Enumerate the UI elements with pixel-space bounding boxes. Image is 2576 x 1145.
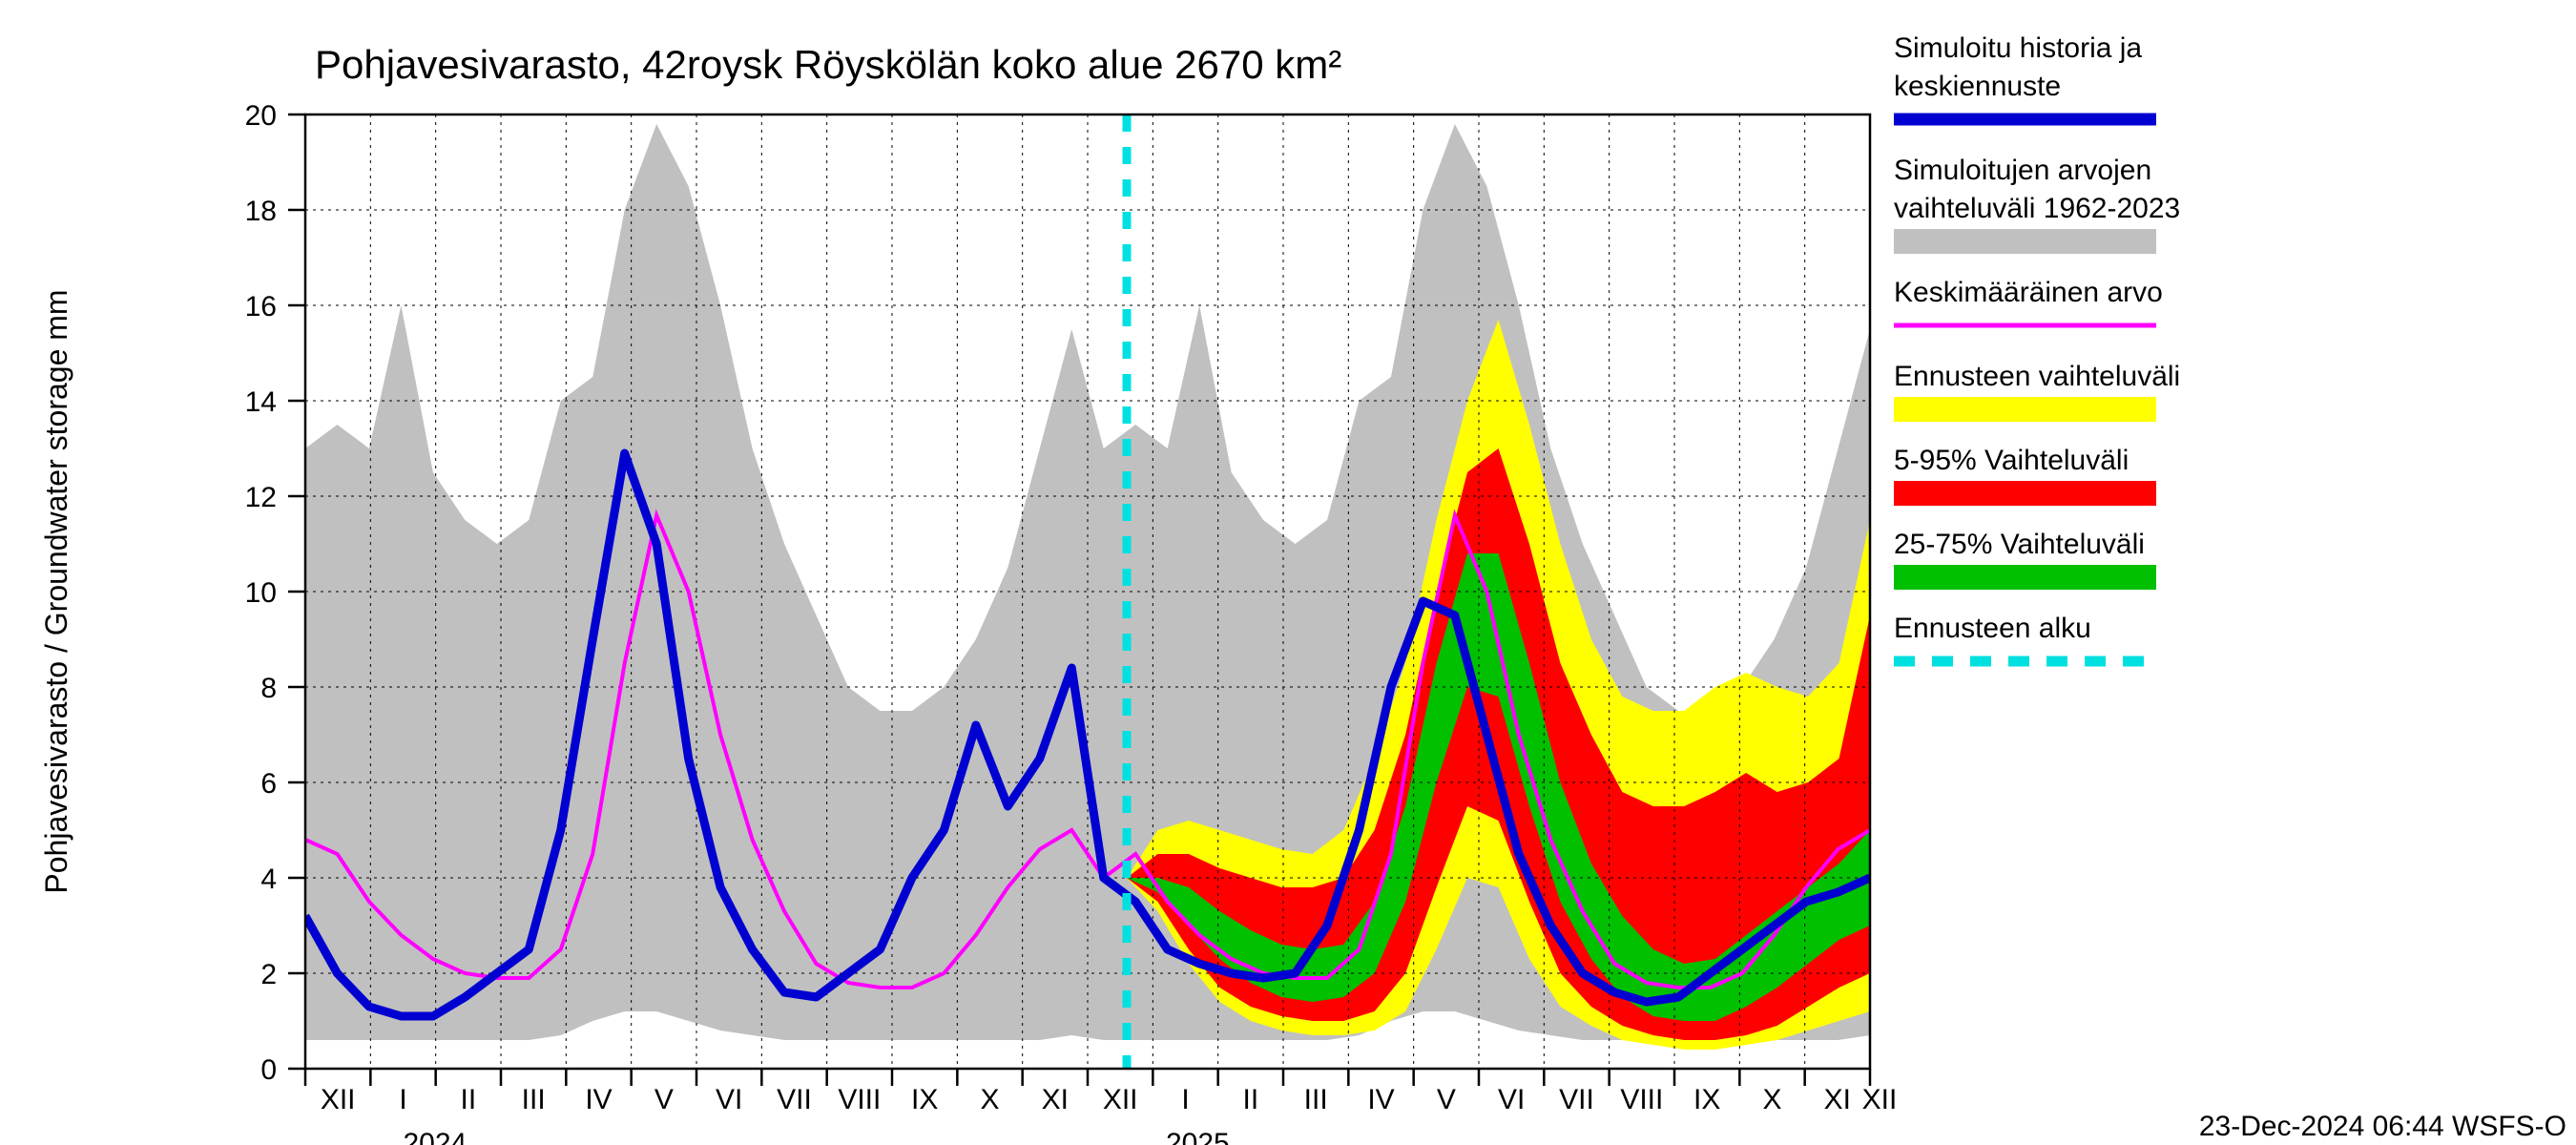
legend-swatch <box>1894 397 2156 422</box>
legend-label: keskiennuste <box>1894 71 2061 102</box>
x-tick-label: VI <box>716 1084 742 1115</box>
x-tick-label: I <box>399 1084 406 1115</box>
x-tick-label: XI <box>1824 1084 1851 1115</box>
legend-swatch <box>1894 229 2156 254</box>
x-tick-label: X <box>980 1084 999 1115</box>
y-tick-label: 20 <box>245 100 277 132</box>
x-tick-label: X <box>1762 1084 1781 1115</box>
x-tick-label: III <box>522 1084 546 1115</box>
legend-label: Ennusteen alku <box>1894 613 2091 644</box>
x-year-label: 2024 <box>404 1128 467 1145</box>
x-tick-label: IV <box>585 1084 612 1115</box>
x-tick-label: V <box>654 1084 674 1115</box>
legend-label: Simuloitu historia ja <box>1894 32 2142 64</box>
legend-label: 5-95% Vaihteluväli <box>1894 445 2129 476</box>
chart-title: Pohjavesivarasto, 42roysk Röyskölän koko… <box>315 42 1341 87</box>
y-axis-label: Pohjavesivarasto / Groundwater storage m… <box>39 289 73 893</box>
legend-label: Keskimääräinen arvo <box>1894 277 2163 308</box>
y-tick-label: 6 <box>260 768 277 800</box>
y-tick-label: 14 <box>245 386 277 418</box>
x-tick-label: III <box>1304 1084 1328 1115</box>
legend-swatch <box>1894 481 2156 506</box>
y-tick-label: 0 <box>260 1054 277 1086</box>
x-tick-label: XI <box>1042 1084 1069 1115</box>
x-tick-label: II <box>460 1084 476 1115</box>
x-tick-label: VIII <box>1620 1084 1663 1115</box>
x-tick-label: VI <box>1498 1084 1525 1115</box>
chart-container: 02468101214161820XIIIIIIIIIVVVIVIIVIIIIX… <box>0 0 2576 1145</box>
y-tick-label: 8 <box>260 673 277 704</box>
x-year-label: 2025 <box>1166 1128 1230 1145</box>
x-tick-label: XII <box>1103 1084 1138 1115</box>
x-tick-label: IV <box>1367 1084 1394 1115</box>
x-tick-label: XII <box>1862 1084 1898 1115</box>
legend-label: vaihteluväli 1962-2023 <box>1894 193 2180 224</box>
x-tick-label: VIII <box>838 1084 881 1115</box>
x-tick-label: VII <box>777 1084 812 1115</box>
x-tick-label: XII <box>321 1084 356 1115</box>
y-tick-label: 4 <box>260 864 277 895</box>
legend-swatch <box>1894 565 2156 590</box>
y-tick-label: 10 <box>245 577 277 609</box>
legend-label: Simuloitujen arvojen <box>1894 155 2151 186</box>
x-tick-label: I <box>1181 1084 1189 1115</box>
x-tick-label: IX <box>1693 1084 1720 1115</box>
legend-label: Ennusteen vaihteluväli <box>1894 361 2180 392</box>
x-tick-label: II <box>1242 1084 1258 1115</box>
x-tick-label: V <box>1437 1084 1456 1115</box>
x-tick-label: IX <box>911 1084 938 1115</box>
y-tick-label: 16 <box>245 291 277 323</box>
chart-svg: 02468101214161820XIIIIIIIIIVVVIVIIVIIIIX… <box>0 0 2576 1145</box>
y-tick-label: 2 <box>260 959 277 990</box>
y-tick-label: 18 <box>245 196 277 227</box>
x-tick-label: VII <box>1559 1084 1594 1115</box>
y-tick-label: 12 <box>245 482 277 513</box>
legend-label: 25-75% Vaihteluväli <box>1894 529 2145 560</box>
chart-footer: 23-Dec-2024 06:44 WSFS-O <box>2199 1111 2566 1142</box>
